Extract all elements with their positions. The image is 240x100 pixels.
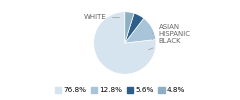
Wedge shape [125, 12, 134, 43]
Wedge shape [125, 18, 156, 43]
Text: BLACK: BLACK [149, 38, 181, 50]
Text: ASIAN: ASIAN [152, 24, 180, 34]
Wedge shape [125, 13, 144, 43]
Legend: 76.8%, 12.8%, 5.6%, 4.8%: 76.8%, 12.8%, 5.6%, 4.8% [52, 84, 188, 96]
Text: WHITE: WHITE [84, 14, 120, 20]
Wedge shape [94, 12, 156, 74]
Text: HISPANIC: HISPANIC [152, 31, 191, 39]
